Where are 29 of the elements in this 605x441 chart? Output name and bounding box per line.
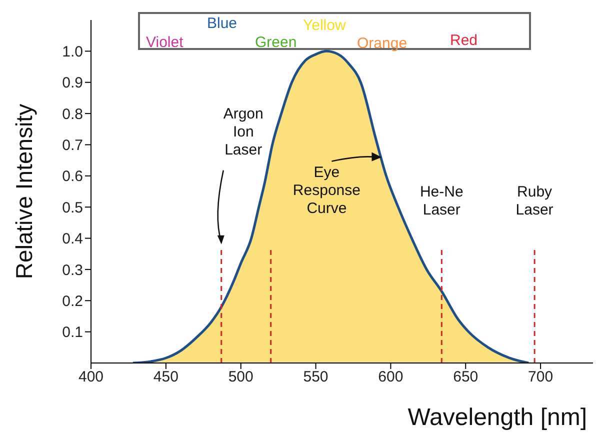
x-axis-title: Wavelength [nm]	[408, 404, 587, 431]
y-tick-label: 0.7	[62, 137, 83, 154]
x-tick-label: 700	[528, 368, 554, 386]
x-tick-label: 400	[78, 368, 104, 386]
ref-line-label: He-Ne Laser	[420, 183, 464, 218]
x-tick-label: 600	[378, 368, 404, 386]
annotation: Red	[450, 32, 478, 49]
y-tick-label: 0.1	[62, 324, 83, 342]
y-tick-label: 0.8	[62, 106, 83, 123]
x-tick-label: 500	[228, 368, 254, 386]
y-tick-label: 1.0	[62, 44, 83, 61]
annotation: Violet	[146, 34, 184, 51]
annotation: Blue	[207, 15, 238, 32]
annotation: Yellow	[303, 17, 346, 34]
x-tick-label: 550	[303, 368, 328, 386]
annotation: Eye Response Curve	[292, 164, 360, 218]
x-tick-label: 450	[153, 368, 178, 386]
ref-line-label: Ruby Laser	[516, 183, 554, 218]
y-axis-title: Relative Intensity	[11, 103, 38, 280]
y-tick-label: 0.5	[62, 199, 83, 216]
y-tick-label: 0.9	[62, 74, 83, 92]
ref-line-label: Argon Ion Laser	[223, 105, 264, 158]
annotation: Green	[255, 34, 297, 51]
x-tick-label: 650	[453, 368, 478, 386]
annotation: Orange	[357, 35, 408, 52]
y-tick-label: 0.3	[62, 262, 83, 279]
y-tick-label: 0.6	[62, 168, 83, 186]
y-tick-label: 0.2	[62, 292, 83, 310]
y-tick-label: 0.4	[62, 230, 83, 248]
